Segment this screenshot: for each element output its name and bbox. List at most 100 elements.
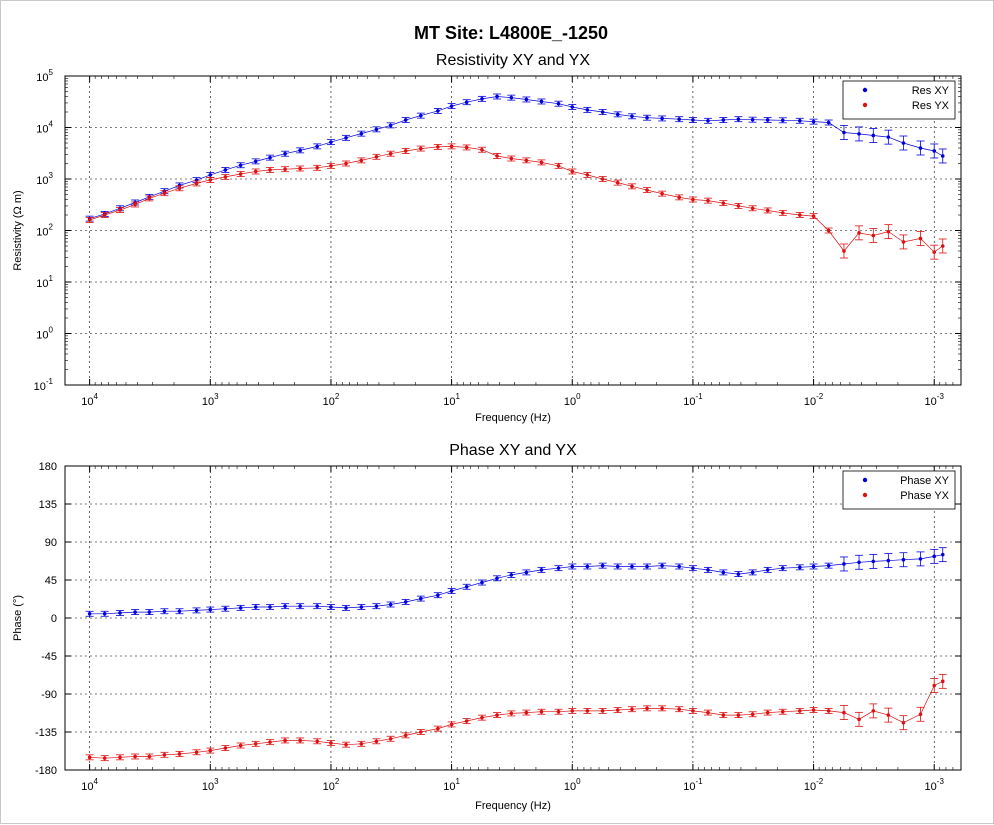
legend-label: Res YX <box>912 100 950 112</box>
data-point <box>857 231 861 235</box>
data-point <box>940 154 945 158</box>
data-point <box>570 105 575 109</box>
data-point <box>811 564 816 569</box>
data-point <box>359 158 364 163</box>
x-tick-label-base: 10 <box>683 396 695 408</box>
data-point <box>223 746 228 750</box>
data-point <box>449 722 454 727</box>
x-axis-label: Frequency (Hz) <box>475 412 551 424</box>
y-tick-label-base: 10 <box>34 381 46 393</box>
data-point <box>403 118 408 122</box>
data-point <box>570 169 575 174</box>
data-point <box>283 151 287 156</box>
data-point <box>645 564 649 569</box>
data-point <box>464 100 469 104</box>
data-point <box>464 719 469 723</box>
data-point <box>660 563 664 568</box>
data-point <box>208 607 213 612</box>
x-tick-label-base: 10 <box>804 396 816 408</box>
x-tick-label: 103 <box>202 777 219 793</box>
data-point <box>691 709 695 713</box>
data-point <box>765 710 770 715</box>
data-point <box>645 188 649 192</box>
data-point <box>600 709 605 713</box>
data-point <box>871 709 876 713</box>
x-axis-label: Frequency (Hz) <box>475 800 551 812</box>
data-point <box>344 161 348 166</box>
x-tick-label: 104 <box>81 777 98 793</box>
data-point <box>194 181 199 186</box>
y-tick-label: 90 <box>45 537 57 549</box>
x-tick-label: 104 <box>81 392 98 408</box>
x-tick-label-base: 10 <box>925 781 937 793</box>
data-point <box>798 709 802 713</box>
x-tick-label-exp: 4 <box>94 392 99 401</box>
legend-marker <box>862 87 868 93</box>
data-point <box>464 145 469 150</box>
data-point <box>419 596 423 601</box>
data-point <box>329 140 333 144</box>
data-point <box>449 589 454 593</box>
data-point <box>940 552 945 557</box>
data-point <box>585 709 590 713</box>
data-point <box>842 710 846 715</box>
data-point <box>177 186 182 191</box>
data-point <box>570 709 575 713</box>
x-tick-label: 10-2 <box>804 777 824 793</box>
data-point <box>298 738 302 743</box>
data-point <box>539 99 544 104</box>
data-point <box>750 712 755 717</box>
data-point <box>721 118 726 122</box>
x-tick-label-base: 10 <box>683 781 695 793</box>
data-point <box>932 149 937 153</box>
data-point <box>283 738 287 743</box>
grid-lines <box>65 76 961 385</box>
series-res-yx <box>85 143 947 260</box>
data-point <box>177 752 182 756</box>
data-point <box>208 748 213 753</box>
data-point <box>436 109 440 113</box>
data-point <box>268 740 272 744</box>
data-point <box>706 198 710 203</box>
data-point <box>102 756 107 760</box>
y-tick-label-exp: 2 <box>49 223 54 232</box>
data-point <box>539 160 544 165</box>
x-tick-label-base: 10 <box>81 781 93 793</box>
data-point <box>208 173 213 177</box>
data-point <box>359 742 364 746</box>
data-point <box>509 156 514 161</box>
data-point <box>798 565 802 570</box>
data-point <box>706 568 710 572</box>
x-tick-label-exp: -3 <box>937 777 945 786</box>
x-tick-label-exp: 1 <box>456 777 461 786</box>
data-point <box>570 564 575 569</box>
data-point <box>268 168 272 172</box>
data-point <box>736 713 741 717</box>
data-point <box>765 208 770 213</box>
data-point <box>826 563 831 568</box>
data-point <box>374 127 379 132</box>
data-point <box>940 679 945 684</box>
data-point <box>750 117 755 122</box>
data-point <box>918 712 923 717</box>
data-point <box>208 178 213 182</box>
x-tick-label-exp: -2 <box>816 392 824 401</box>
data-point <box>436 145 440 149</box>
data-point <box>480 147 484 152</box>
data-point <box>253 169 258 174</box>
data-point <box>886 135 891 139</box>
data-point <box>798 213 802 217</box>
data-point <box>162 753 167 757</box>
data-point <box>556 101 561 106</box>
data-point <box>901 240 906 244</box>
data-point <box>344 136 348 140</box>
data-point <box>87 611 92 616</box>
x-tick-label: 10-1 <box>683 777 703 793</box>
data-point <box>615 564 620 569</box>
data-point <box>283 604 287 608</box>
series-line <box>89 146 943 253</box>
data-point <box>660 191 664 196</box>
x-tick-label-exp: 2 <box>335 777 340 786</box>
data-point <box>857 132 861 136</box>
